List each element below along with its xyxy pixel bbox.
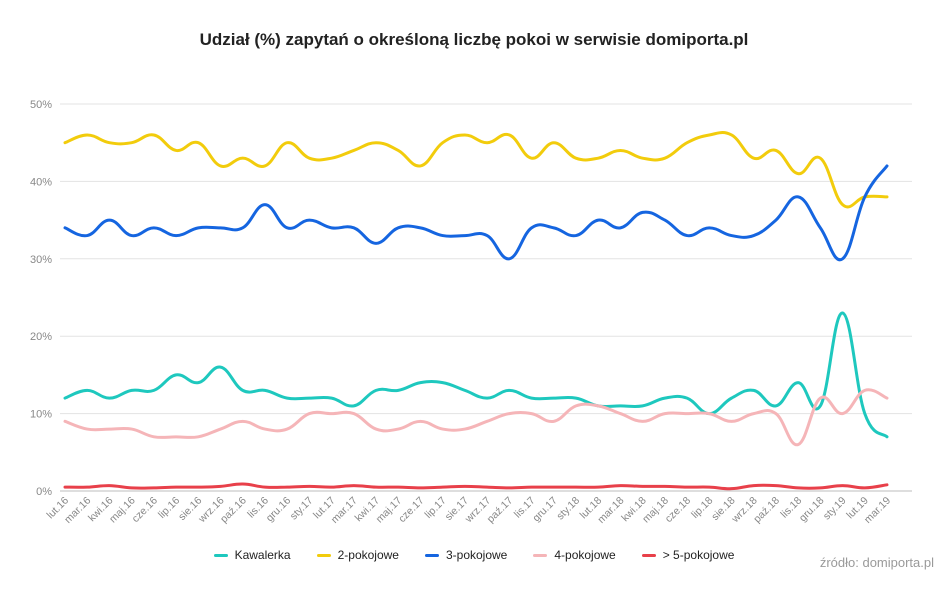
legend-entry[interactable]: 4-pokojowe: [533, 548, 616, 562]
legend: Kawalerka 2-pokojowe 3-pokojowe 4-pokojowe >…: [0, 548, 948, 562]
y-tick-label: 30%: [30, 254, 52, 266]
x-axis: lut.16mar.16kwi.16maj.16cze.16lip.16sie.…: [44, 495, 893, 526]
source-label: źródło: domiporta.pl: [819, 555, 934, 570]
y-tick-label: 20%: [30, 331, 52, 343]
x-tick-label: cze.17: [396, 495, 426, 525]
legend-entry[interactable]: Kawalerka: [213, 548, 291, 562]
legend-swatch: [316, 553, 331, 557]
grid: [60, 103, 912, 492]
x-tick-label: cze.18: [663, 495, 693, 525]
x-tick-label: paź.17: [485, 495, 516, 526]
legend-swatch: [213, 553, 228, 557]
legend-swatch: [533, 553, 548, 557]
x-tick-label: cze.16: [130, 495, 160, 525]
legend-entry[interactable]: 3-pokojowe: [424, 548, 508, 562]
x-tick-label: paź.18: [751, 495, 782, 526]
x-tick-label: gru.18: [797, 495, 827, 525]
x-tick-label: sty.19: [821, 495, 849, 523]
legend-entry[interactable]: 2-pokojowe: [316, 548, 399, 562]
legend-entry[interactable]: > 5-pokojowe: [641, 548, 735, 562]
legend-label: 4-pokojowe: [554, 548, 616, 562]
legend-swatch: [641, 553, 656, 557]
x-tick-label: gru.17: [530, 495, 560, 525]
legend-swatch: [424, 553, 439, 557]
y-tick-label: 50%: [30, 99, 52, 111]
series-line-kawalerka: [63, 311, 889, 439]
series-lines: [63, 131, 889, 491]
legend-label: 3-pokojowe: [445, 548, 508, 562]
y-tick-label: 40%: [30, 176, 52, 188]
series-line-2-pokojowe: [63, 131, 889, 209]
series-line-5-pokojowe: [63, 482, 889, 491]
legend-label: Kawalerka: [234, 548, 291, 562]
y-tick-label: 0%: [36, 486, 52, 498]
series-line-4-pokojowe: [63, 388, 889, 447]
y-tick-label: 10%: [30, 409, 52, 421]
x-tick-label: sty.17: [288, 495, 316, 523]
y-axis: 0% 10% 20% 30% 40% 50%: [30, 99, 52, 498]
legend-label: 2-pokojowe: [337, 548, 399, 562]
series-line-3-pokojowe: [63, 164, 889, 262]
legend-label: > 5-pokojowe: [662, 548, 735, 562]
x-tick-label: gru.16: [264, 495, 294, 525]
chart-title: Udział (%) zapytań o określoną liczbę po…: [199, 30, 749, 49]
x-tick-label: paź.16: [218, 495, 249, 526]
x-tick-label: sty.18: [554, 495, 582, 523]
